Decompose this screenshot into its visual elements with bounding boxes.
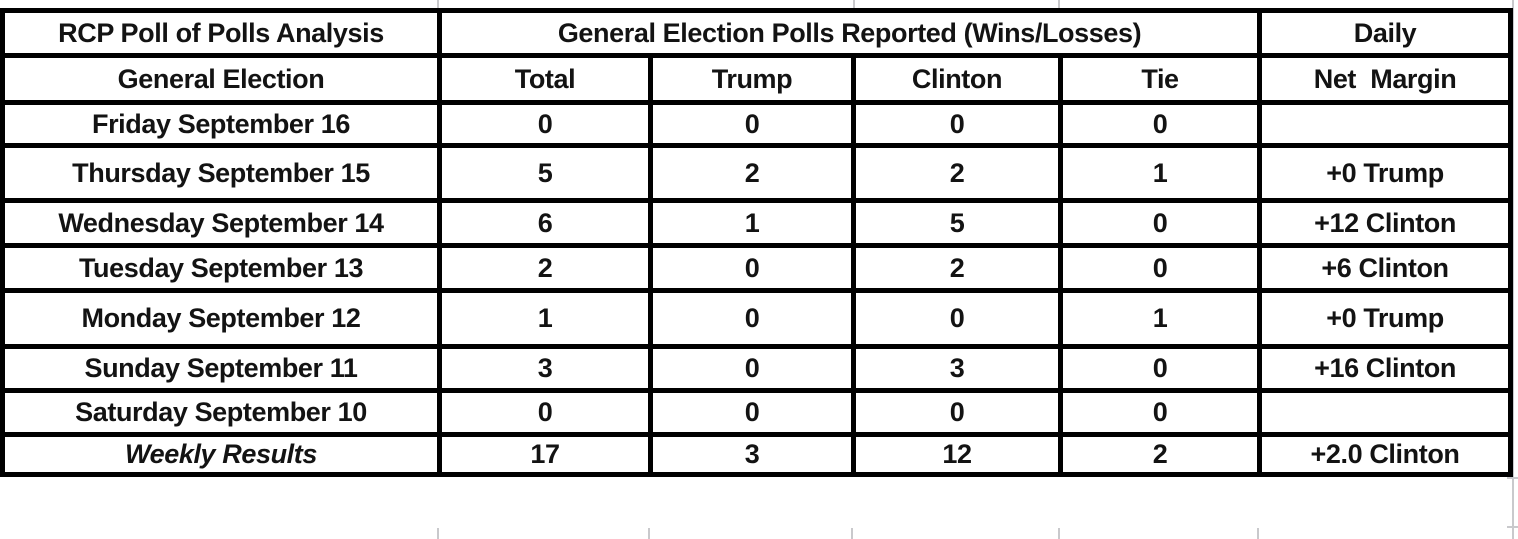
table-title[interactable]: RCP Poll of Polls Analysis bbox=[0, 8, 442, 58]
tie-header[interactable]: Tie bbox=[1057, 53, 1263, 105]
total-cell[interactable]: 0 bbox=[437, 388, 653, 437]
day-cell[interactable]: Monday September 12 bbox=[0, 288, 442, 349]
general-election-header[interactable]: General Election bbox=[0, 53, 442, 105]
weekly-results-label[interactable]: Weekly Results bbox=[0, 432, 442, 477]
clinton-cell[interactable]: 3 bbox=[851, 344, 1063, 393]
poll-analysis-table: RCP Poll of Polls Analysis General Elect… bbox=[0, 8, 1514, 477]
gridline-bottom-5 bbox=[1257, 528, 1259, 539]
clinton-cell[interactable]: 2 bbox=[851, 243, 1063, 293]
gridline-top-1 bbox=[437, 0, 439, 8]
weekly-total-cell[interactable]: 17 bbox=[437, 432, 653, 477]
table-row: Wednesday September 14 6 1 5 0 +12 Clint… bbox=[0, 198, 1514, 248]
header-row-1: RCP Poll of Polls Analysis General Elect… bbox=[0, 8, 1514, 58]
net-margin-cell[interactable] bbox=[1257, 388, 1514, 437]
polls-reported-header[interactable]: General Election Polls Reported (Wins/Lo… bbox=[436, 8, 1263, 58]
gridline-bottom-3 bbox=[851, 528, 853, 539]
net-margin-cell[interactable]: +0 Trump bbox=[1257, 288, 1514, 349]
gridline-right-column bbox=[1512, 0, 1514, 539]
day-cell[interactable]: Saturday September 10 bbox=[0, 388, 442, 437]
table-row: Thursday September 15 5 2 2 1 +0 Trump bbox=[0, 143, 1514, 203]
clinton-cell[interactable]: 0 bbox=[851, 100, 1063, 148]
daily-header[interactable]: Daily bbox=[1257, 8, 1514, 58]
trump-cell[interactable]: 0 bbox=[648, 243, 856, 293]
summary-row: Weekly Results 17 3 12 2 +2.0 Clinton bbox=[0, 432, 1514, 477]
weekly-net-margin-cell[interactable]: +2.0 Clinton bbox=[1257, 432, 1514, 477]
gridline-right-row-1 bbox=[1507, 477, 1518, 479]
gridline-top-2 bbox=[853, 0, 855, 8]
trump-cell[interactable]: 0 bbox=[648, 100, 856, 148]
gridline-top-3 bbox=[1058, 0, 1060, 8]
trump-cell[interactable]: 0 bbox=[648, 388, 856, 437]
tie-cell[interactable]: 1 bbox=[1057, 288, 1263, 349]
trump-cell[interactable]: 2 bbox=[648, 143, 856, 203]
trump-header[interactable]: Trump bbox=[648, 53, 856, 105]
net-margin-header[interactable]: Net Margin bbox=[1257, 53, 1514, 105]
weekly-tie-cell[interactable]: 2 bbox=[1057, 432, 1263, 477]
table-row: Friday September 16 0 0 0 0 bbox=[0, 100, 1514, 148]
total-cell[interactable]: 5 bbox=[437, 143, 653, 203]
net-margin-cell[interactable]: +0 Trump bbox=[1257, 143, 1514, 203]
trump-cell[interactable]: 0 bbox=[648, 288, 856, 349]
gridline-right-row-2 bbox=[1507, 526, 1518, 528]
day-cell[interactable]: Tuesday September 13 bbox=[0, 243, 442, 293]
tie-cell[interactable]: 1 bbox=[1057, 143, 1263, 203]
table-row: Monday September 12 1 0 0 1 +0 Trump bbox=[0, 288, 1514, 349]
day-cell[interactable]: Wednesday September 14 bbox=[0, 198, 442, 248]
tie-cell[interactable]: 0 bbox=[1057, 100, 1263, 148]
total-header[interactable]: Total bbox=[437, 53, 653, 105]
weekly-clinton-cell[interactable]: 12 bbox=[851, 432, 1063, 477]
net-margin-cell[interactable] bbox=[1257, 100, 1514, 148]
total-cell[interactable]: 3 bbox=[437, 344, 653, 393]
tie-cell[interactable]: 0 bbox=[1057, 388, 1263, 437]
total-cell[interactable]: 2 bbox=[437, 243, 653, 293]
clinton-cell[interactable]: 2 bbox=[851, 143, 1063, 203]
clinton-cell[interactable]: 0 bbox=[851, 288, 1063, 349]
day-cell[interactable]: Sunday September 11 bbox=[0, 344, 442, 393]
day-cell[interactable]: Thursday September 15 bbox=[0, 143, 442, 203]
clinton-cell[interactable]: 0 bbox=[851, 388, 1063, 437]
weekly-trump-cell[interactable]: 3 bbox=[648, 432, 856, 477]
trump-cell[interactable]: 1 bbox=[648, 198, 856, 248]
net-margin-cell[interactable]: +16 Clinton bbox=[1257, 344, 1514, 393]
gridline-bottom-2 bbox=[648, 528, 650, 539]
gridline-bottom-4 bbox=[1058, 528, 1060, 539]
table-row: Tuesday September 13 2 0 2 0 +6 Clinton bbox=[0, 243, 1514, 293]
tie-cell[interactable]: 0 bbox=[1057, 198, 1263, 248]
gridline-bottom-1 bbox=[437, 528, 439, 539]
table-row: Saturday September 10 0 0 0 0 bbox=[0, 388, 1514, 437]
total-cell[interactable]: 0 bbox=[437, 100, 653, 148]
clinton-header[interactable]: Clinton bbox=[851, 53, 1063, 105]
total-cell[interactable]: 1 bbox=[437, 288, 653, 349]
tie-cell[interactable]: 0 bbox=[1057, 344, 1263, 393]
day-cell[interactable]: Friday September 16 bbox=[0, 100, 442, 148]
clinton-cell[interactable]: 5 bbox=[851, 198, 1063, 248]
header-row-2: General Election Total Trump Clinton Tie… bbox=[0, 53, 1514, 105]
net-margin-cell[interactable]: +6 Clinton bbox=[1257, 243, 1514, 293]
net-margin-cell[interactable]: +12 Clinton bbox=[1257, 198, 1514, 248]
tie-cell[interactable]: 0 bbox=[1057, 243, 1263, 293]
trump-cell[interactable]: 0 bbox=[648, 344, 856, 393]
table-row: Sunday September 11 3 0 3 0 +16 Clinton bbox=[0, 344, 1514, 393]
total-cell[interactable]: 6 bbox=[437, 198, 653, 248]
